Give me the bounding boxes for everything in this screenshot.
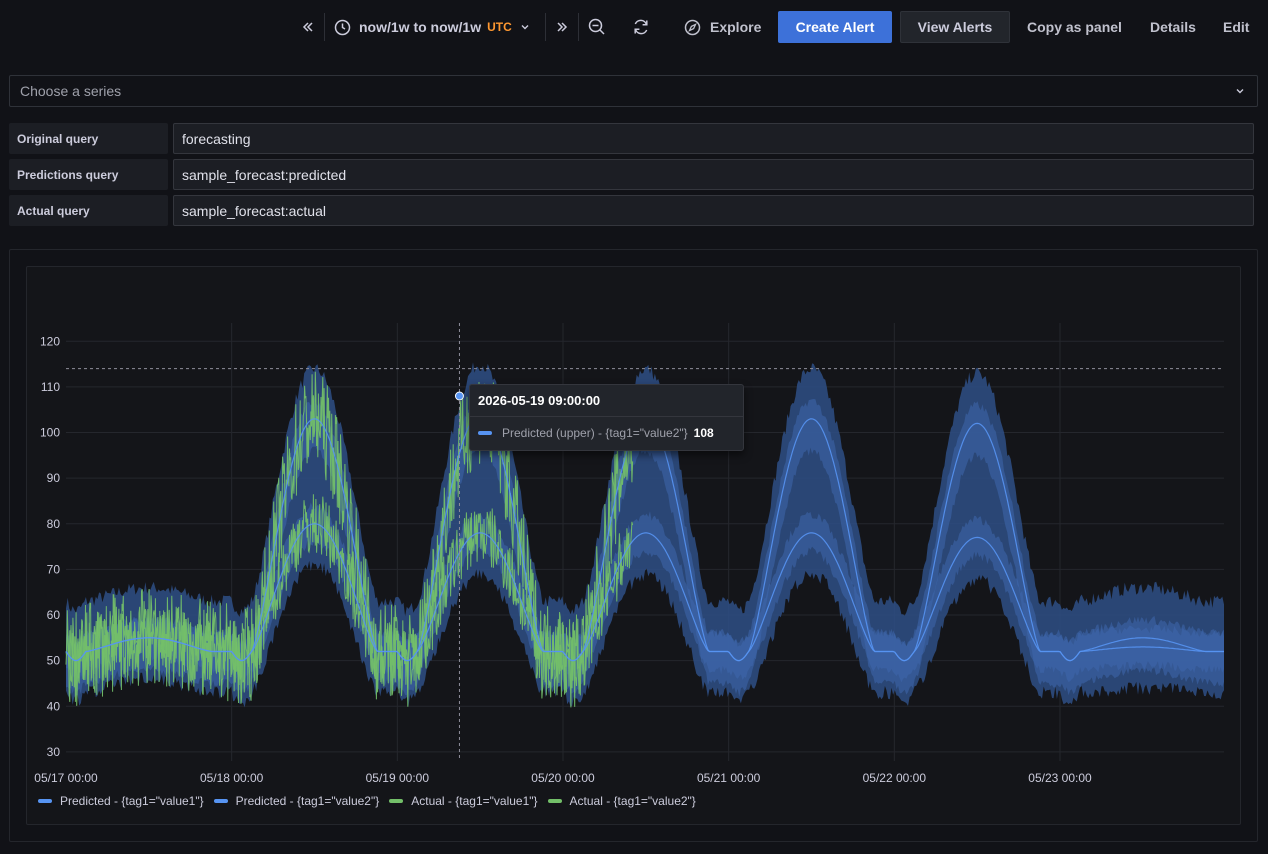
chart-tooltip: 2026-05-19 09:00:00 Predicted (upper) - … [469, 384, 744, 451]
compass-icon [684, 19, 701, 35]
original-query-label: Original query [9, 123, 168, 154]
legend-swatch [389, 799, 404, 803]
predictions-query-input[interactable]: sample_forecast:predicted [173, 159, 1254, 190]
actual-query-label: Actual query [9, 195, 168, 226]
actual-line [65, 494, 634, 688]
shift-back-button[interactable] [298, 11, 318, 43]
time-range-label: now/1w to now/1w [359, 19, 482, 35]
toolbar: now/1w to now/1w UTC Explore Create Aler… [0, 0, 1268, 54]
legend-item[interactable]: Actual - {tag1="value2"} [547, 794, 696, 808]
legend-swatch [547, 799, 562, 803]
explore-button[interactable]: Explore [684, 11, 761, 43]
legend-label: Predicted - {tag1="value2"} [235, 794, 380, 808]
y-tick-label: 80 [47, 517, 61, 531]
legend-label: Actual - {tag1="value2"} [569, 794, 696, 808]
time-range-picker[interactable]: now/1w to now/1w UTC [334, 11, 530, 43]
shift-forward-button[interactable] [552, 11, 572, 43]
tooltip-row: Predicted (upper) - {tag1="value2"} 108 [478, 426, 714, 440]
copy-as-panel-button[interactable]: Copy as panel [1027, 19, 1122, 35]
y-tick-label: 90 [47, 471, 61, 485]
confidence-band-inner [66, 502, 1224, 683]
x-tick-label: 05/21 00:00 [697, 771, 761, 785]
y-tick-label: 70 [47, 562, 61, 576]
tooltip-series-name: Predicted (upper) - {tag1="value2"} [502, 426, 688, 440]
tooltip-series-swatch [478, 431, 492, 435]
y-tick-label: 120 [40, 334, 60, 348]
toolbar-divider [578, 13, 579, 41]
series-select-placeholder: Choose a series [20, 83, 122, 99]
y-tick-label: 100 [40, 426, 60, 440]
zoom-out-button[interactable] [587, 11, 607, 43]
chevrons-right-icon [557, 22, 568, 32]
legend-swatch [213, 799, 228, 803]
timezone-label: UTC [487, 20, 512, 34]
explore-label: Explore [710, 19, 762, 35]
tooltip-time: 2026-05-19 09:00:00 [478, 393, 601, 408]
y-tick-label: 60 [47, 608, 61, 622]
details-button[interactable]: Details [1150, 19, 1196, 35]
x-tick-label: 05/22 00:00 [863, 771, 927, 785]
original-query-input[interactable]: forecasting [173, 123, 1254, 154]
view-alerts-button[interactable]: View Alerts [900, 11, 1010, 43]
toolbar-divider [545, 13, 546, 41]
legend-item[interactable]: Predicted - {tag1="value1"} [38, 794, 204, 808]
create-alert-button[interactable]: Create Alert [778, 11, 892, 43]
refresh-icon [634, 19, 648, 35]
x-tick-label: 05/18 00:00 [200, 771, 264, 785]
tooltip-divider [470, 416, 743, 417]
legend-label: Predicted - {tag1="value1"} [60, 794, 204, 808]
predicted-line [65, 523, 1224, 662]
chevron-down-icon [1236, 89, 1244, 94]
clock-icon [334, 19, 351, 35]
x-tick-label: 05/17 00:00 [34, 771, 98, 785]
legend-item[interactable]: Actual - {tag1="value1"} [389, 794, 538, 808]
refresh-button[interactable] [631, 11, 651, 43]
legend-item[interactable]: Predicted - {tag1="value2"} [213, 794, 380, 808]
y-tick-label: 30 [47, 745, 61, 759]
series-select[interactable]: Choose a series [9, 75, 1258, 107]
edit-button[interactable]: Edit [1223, 19, 1250, 35]
x-tick-label: 05/20 00:00 [531, 771, 595, 785]
y-tick-label: 40 [47, 699, 61, 713]
legend-label: Actual - {tag1="value1"} [411, 794, 538, 808]
x-tick-label: 05/23 00:00 [1028, 771, 1092, 785]
y-tick-label: 50 [47, 654, 61, 668]
chart-legend: Predicted - {tag1="value1"} Predicted - … [38, 794, 706, 808]
x-tick-label: 05/19 00:00 [366, 771, 430, 785]
toolbar-divider [324, 13, 325, 41]
chevrons-left-icon [302, 22, 313, 32]
legend-swatch [38, 799, 52, 803]
predictions-query-label: Predictions query [9, 159, 168, 190]
tooltip-value: 108 [693, 426, 714, 440]
actual-query-input[interactable]: sample_forecast:actual [173, 195, 1254, 226]
forecast-panel [9, 249, 1258, 842]
zoom-out-icon [588, 18, 605, 35]
chevron-down-icon [521, 25, 529, 30]
hover-point [454, 391, 464, 401]
y-tick-label: 110 [41, 380, 60, 394]
